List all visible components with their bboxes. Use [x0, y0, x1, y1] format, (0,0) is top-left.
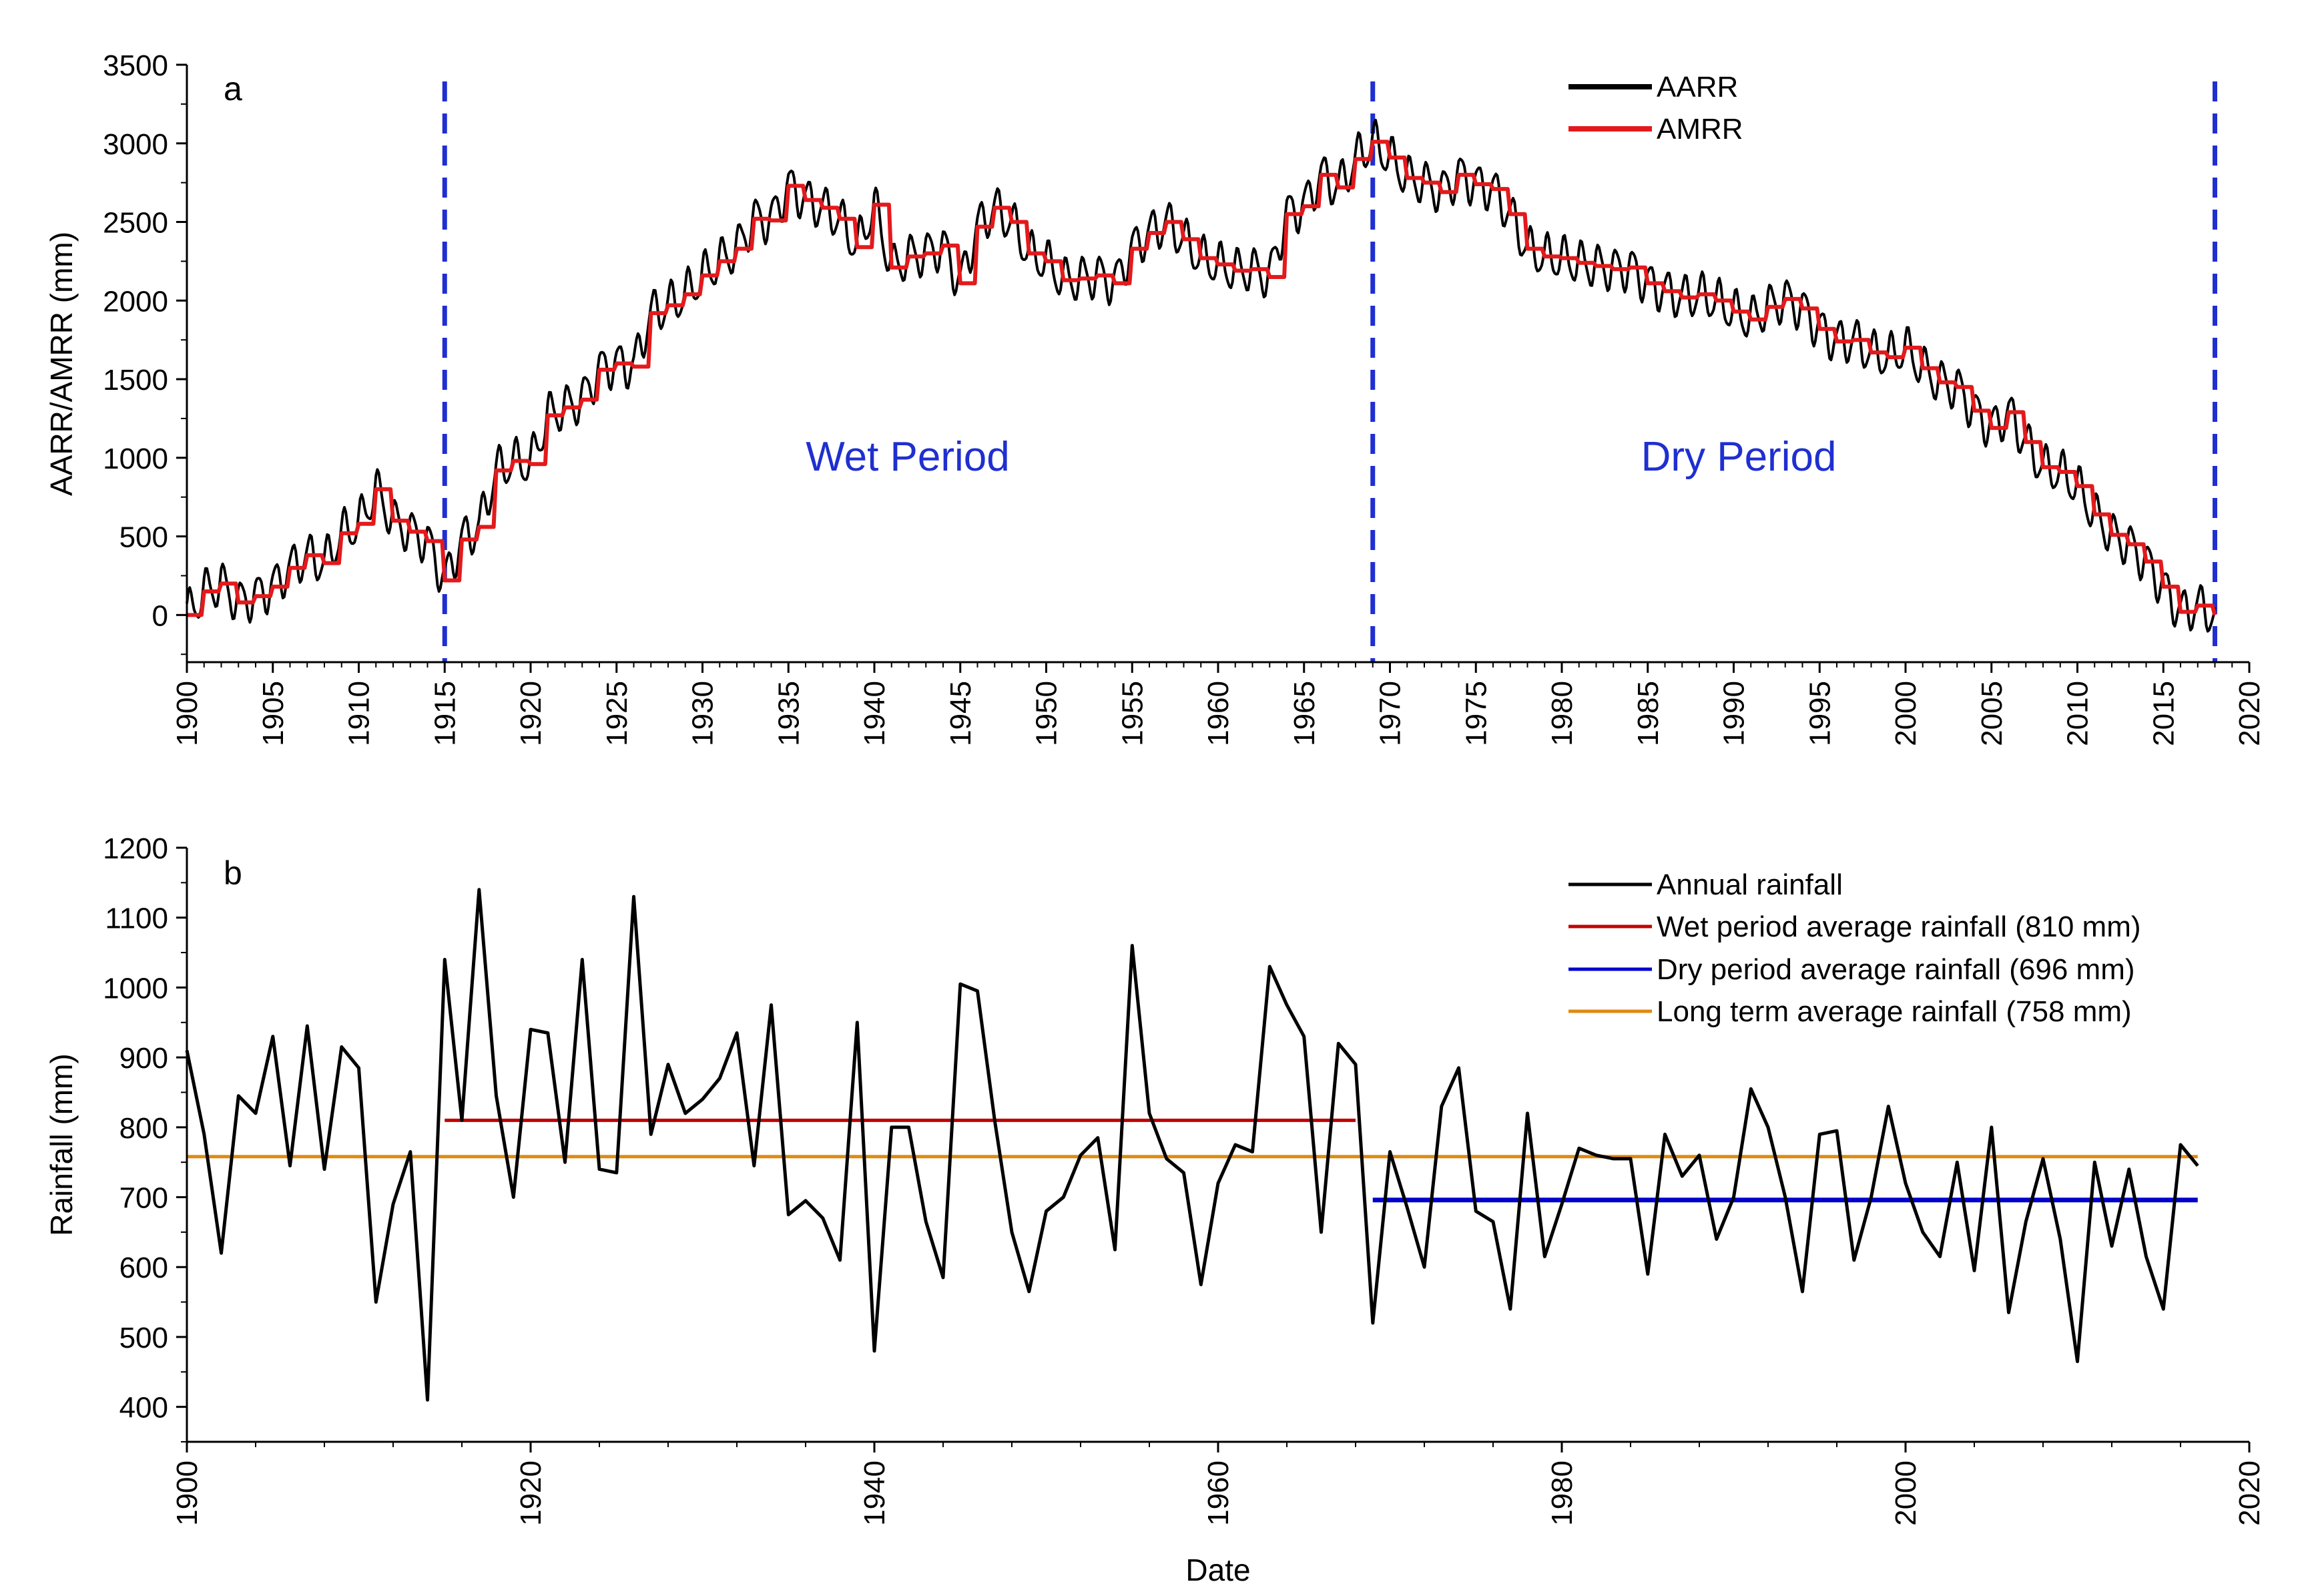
- annual-rainfall-line: [185, 888, 2199, 1402]
- panel-b: 400 500 600 700 800 900 1000 1100 1200 1900 1920 19…: [44, 832, 2266, 1587]
- panel-b-y-tick-label: 400: [119, 1392, 168, 1424]
- panel-a-y-tick-label: 2000: [103, 285, 168, 318]
- panel-b-x-tick-label: 1960: [1202, 1460, 1235, 1526]
- panel-a-x-tick-label: 1985: [1632, 681, 1665, 746]
- panel-b-x-tick-label: 2020: [2233, 1460, 2266, 1526]
- panel-a-y-axis-label: AARR/AMRR (mm): [44, 232, 79, 496]
- panel-a: 0 500 1000 1500 2000 2500 3000 3500 1900 1905 1910…: [44, 49, 2266, 746]
- panel-a-x-tick-label: 1915: [428, 681, 461, 746]
- panel-b-x-tick-label: 1980: [1546, 1460, 1578, 1526]
- panel-a-legend: AARR AMRR: [1568, 71, 1743, 146]
- panel-a-axes: 0 500 1000 1500 2000 2500 3000 3500 1900 1905 1910…: [103, 49, 2266, 746]
- aarr-line: [186, 118, 2217, 633]
- amrr-line: [186, 140, 2217, 617]
- amrr-series: [186, 140, 2217, 617]
- legend-aarr-label: AARR: [1657, 71, 1738, 103]
- panel-a-x-tick-label: 1980: [1546, 681, 1578, 746]
- panel-a-y-tick-label: 3000: [103, 128, 168, 161]
- panel-b-x-tick-label: 1900: [171, 1460, 204, 1526]
- panel-b-x-tick-label: 1940: [858, 1460, 891, 1526]
- panel-a-x-tick-label: 2005: [1976, 681, 2008, 746]
- panel-b-y-tick-label: 1100: [105, 902, 168, 935]
- panel-b-y-tick-label: 1200: [103, 832, 168, 865]
- aarr-series: [186, 118, 2217, 633]
- average-lines: [187, 1118, 2198, 1203]
- panel-a-x-tick-label: 1995: [1803, 681, 1836, 746]
- panel-a-x-tick-label: 1955: [1116, 681, 1149, 746]
- panel-b-y-tick-label: 900: [119, 1042, 168, 1075]
- legend-dry-avg-label: Dry period average rainfall (696 mm): [1657, 953, 2135, 986]
- panel-a-x-tick-label: 1905: [257, 681, 290, 746]
- panel-b-legend: Annual rainfall Wet period average rainf…: [1568, 868, 2141, 1028]
- panel-a-y-tick-label: 0: [152, 599, 168, 632]
- panel-b-y-tick-label: 700: [119, 1182, 168, 1215]
- panel-b-label: b: [224, 854, 242, 892]
- panel-a-x-tick-label: 2000: [1890, 681, 1922, 746]
- panel-b-y-tick-label: 500: [119, 1322, 168, 1354]
- panel-b-x-tick-label: 2000: [1890, 1460, 1922, 1526]
- dry-period-annotation: Dry Period: [1641, 434, 1837, 480]
- panel-b-y-tick-label: 1000: [103, 972, 168, 1005]
- panel-a-y-tick-label: 2500: [103, 207, 168, 240]
- panel-b-axes: 400 500 600 700 800 900 1000 1100 1200 1900 1920 19…: [103, 832, 2266, 1526]
- panel-a-x-tick-label: 1950: [1031, 681, 1063, 746]
- panel-b-y-tick-label: 800: [119, 1112, 168, 1145]
- annual-rainfall-series: [185, 888, 2199, 1402]
- panel-a-y-tick-label: 3500: [103, 49, 168, 82]
- panel-a-x-tick-label: 1975: [1460, 681, 1492, 746]
- wet-period-annotation: Wet Period: [806, 434, 1010, 480]
- panel-a-x-tick-label: 2010: [2062, 681, 2094, 746]
- panel-a-x-tick-label: 1960: [1202, 681, 1235, 746]
- period-dividers: [442, 81, 2217, 662]
- panel-a-x-tick-label: 1945: [944, 681, 977, 746]
- panel-a-x-tick-label: 1900: [171, 681, 204, 746]
- legend-wet-avg-label: Wet period average rainfall (810 mm): [1657, 910, 2141, 943]
- panel-b-y-tick-label: 600: [119, 1252, 168, 1284]
- legend-amrr-label: AMRR: [1657, 113, 1743, 146]
- panel-b-x-tick-label: 1920: [515, 1460, 547, 1526]
- panel-a-x-tick-label: 1965: [1288, 681, 1321, 746]
- panel-a-x-tick-label: 1910: [343, 681, 376, 746]
- panel-a-x-tick-label: 1990: [1718, 681, 1751, 746]
- panel-a-x-tick-label: 1930: [687, 681, 720, 746]
- panel-a-y-tick-label: 1000: [103, 443, 168, 475]
- panel-a-y-tick-label: 1500: [103, 364, 168, 396]
- panel-a-label: a: [224, 70, 242, 107]
- panel-b-y-axis-label: Rainfall (mm): [44, 1053, 79, 1236]
- legend-annual-label: Annual rainfall: [1657, 868, 1843, 901]
- panel-a-x-tick-label: 1925: [601, 681, 633, 746]
- panel-a-x-tick-label: 2015: [2147, 681, 2180, 746]
- panel-a-y-tick-label: 500: [119, 521, 168, 554]
- panel-b-x-axis-label: Date: [1185, 1553, 1250, 1587]
- panel-a-x-tick-label: 1970: [1374, 681, 1407, 746]
- panel-a-x-tick-label: 1940: [858, 681, 891, 746]
- panel-a-x-tick-label: 1920: [515, 681, 547, 746]
- legend-long-term-label: Long term average rainfall (758 mm): [1657, 995, 2132, 1028]
- panel-a-x-tick-label: 1935: [772, 681, 805, 746]
- panel-a-x-tick-label: 2020: [2233, 681, 2266, 746]
